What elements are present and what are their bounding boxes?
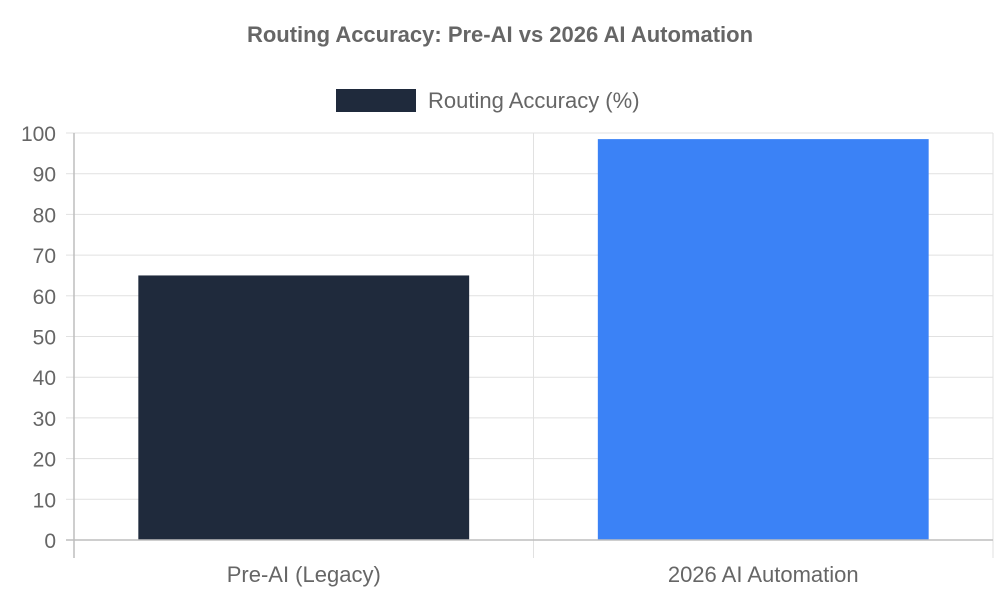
x-category-label: Pre-AI (Legacy) [227, 562, 381, 587]
y-tick-label: 50 [33, 327, 56, 350]
y-tick-label: 40 [33, 367, 56, 390]
chart-title: Routing Accuracy: Pre-AI vs 2026 AI Auto… [247, 22, 753, 47]
y-tick-label: 10 [33, 489, 56, 512]
x-category-label: 2026 AI Automation [668, 562, 859, 587]
axis-layer [66, 133, 993, 558]
bar-layer [138, 139, 929, 541]
y-tick-label: 20 [33, 449, 56, 472]
y-tick-label: 80 [33, 204, 56, 227]
x-axis-categories: Pre-AI (Legacy) 2026 AI Automation [227, 562, 859, 587]
legend[interactable]: Routing Accuracy (%) [336, 88, 640, 113]
y-axis-ticks: 0 10 20 30 40 50 60 70 80 90 100 [21, 123, 56, 553]
y-tick-label: 30 [33, 408, 56, 431]
y-tick-label: 70 [33, 245, 56, 268]
y-tick-label: 0 [44, 530, 56, 553]
legend-swatch [336, 89, 416, 112]
y-tick-label: 100 [21, 123, 56, 146]
bar[interactable] [138, 275, 470, 540]
legend-label: Routing Accuracy (%) [428, 88, 640, 113]
y-tick-label: 90 [33, 164, 56, 187]
bar[interactable] [597, 139, 929, 541]
y-tick-label: 60 [33, 286, 56, 309]
